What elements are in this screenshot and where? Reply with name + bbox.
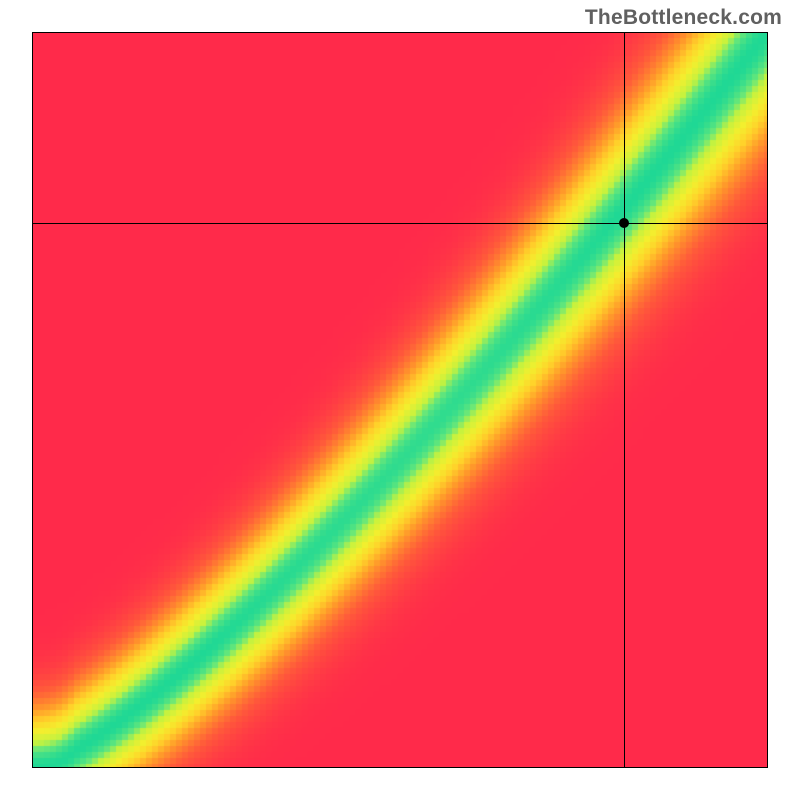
heatmap-canvas	[32, 32, 768, 768]
bottleneck-heatmap	[32, 32, 768, 768]
attribution-label: TheBottleneck.com	[585, 6, 782, 30]
